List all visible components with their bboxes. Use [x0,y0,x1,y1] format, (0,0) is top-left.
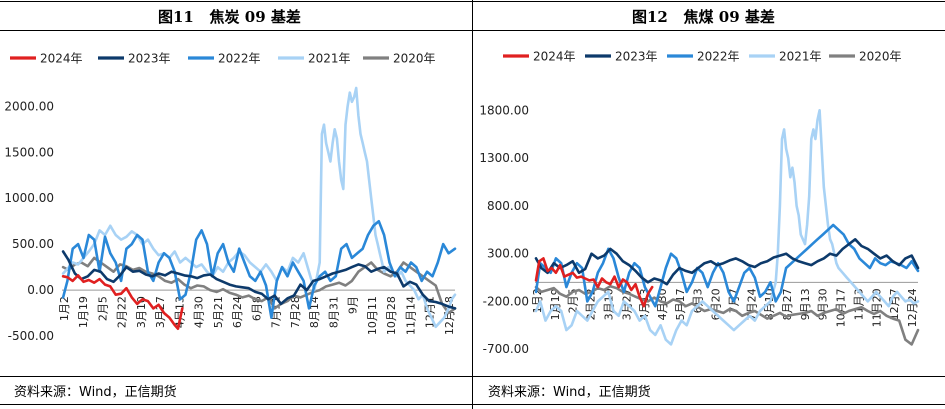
y-tick-label: -500.00 [8,329,54,343]
y-tick-label: 1300.00 [479,151,529,165]
x-tick-label: 12月24 [906,288,919,327]
y-tick-label: 1000.00 [4,191,54,205]
x-tick-label: 4月30 [193,296,206,328]
coke-basis-chart: 2024年 2023年 2022年 2021年 2020年 2000.00 1500.00 1… [4,52,457,343]
series-line-2022年 [534,223,920,308]
y-tick-label: 300.00 [487,247,529,261]
x-tick-label: 11月14 [405,296,418,335]
legend-item: 2022年 [667,50,740,64]
x-tick-label: 1月2 [58,296,71,321]
x-tick-label: 8月27 [781,288,794,320]
x-tick-label: 3月27 [154,296,167,328]
x-tick-label: 9月 [347,296,360,314]
x-tick-label: 5月21 [212,296,225,328]
series-line-2021年 [61,86,457,329]
x-tick-label: 3月10 [602,288,615,320]
figure-11-source: 资料来源：Wind，正信期货 [14,385,177,400]
y-tick-label: 500.00 [12,237,54,251]
y-tick-label: 2000.00 [4,99,54,113]
panel-divider [472,0,473,409]
x-tick-label: 2月5 [97,296,110,321]
y-tick-label: -700.00 [483,342,529,356]
legend-label: 2024年 [40,52,83,66]
legend-item: 2023年 [585,50,658,64]
legend-item: 2020年 [363,52,436,66]
legend-label: 2020年 [859,50,902,64]
series-line-2023年 [61,250,457,310]
figure-11-title: 图11 焦炭 09 基差 [158,8,301,26]
legend-item: 2020年 [829,50,902,64]
x-tick-label: 5月17 [674,288,687,320]
legend-item: 2021年 [749,50,822,64]
x-tick-label: 2月22 [116,296,129,328]
series-line-2024年 [534,257,654,308]
legend-item: 2021年 [278,52,351,66]
legend-item: 2023年 [98,52,171,66]
y-tick-label: 800.00 [487,199,529,213]
x-tick-label: 6月24 [231,296,244,328]
legend-item: 2024年 [503,50,576,64]
x-tick-label: 1月19 [77,296,90,328]
series-line-2021年 [534,109,920,346]
x-tick-label: 4月13 [174,296,187,328]
legend-label: 2023年 [128,52,171,66]
y-tick-label: -200.00 [483,294,529,308]
x-tick-label: 10月17 [835,288,848,327]
x-tick-label: 10月11 [366,296,379,335]
x-tick-label: 12月7 [888,288,901,320]
legend-item: 2022年 [188,52,261,66]
y-tick-label: 1500.00 [4,145,54,159]
x-tick-label: 9月13 [799,288,812,320]
legend-item: 2024年 [10,52,83,66]
legend-label: 2023年 [615,50,658,64]
y-tick-label: 0.00 [27,283,54,297]
x-tick-label: 6月8 [251,296,264,321]
legend-label: 2020年 [393,52,436,66]
figure-12-source: 资料来源：Wind，正信期货 [488,385,651,400]
series-line-2024年 [61,274,184,331]
legend-label: 2021年 [308,52,351,66]
y-tick-label: 1800.00 [479,103,529,117]
series-line-2023年 [534,238,920,286]
figure-12-title: 图12 焦煤 09 基差 [632,8,775,26]
x-tick-label: 1月19 [549,288,562,320]
series-line-2022年 [61,219,457,319]
legend-label: 2022年 [218,52,261,66]
x-tick-label: 10月28 [385,296,398,335]
x-tick-label: 7月28 [289,296,302,328]
coking-coal-basis-chart: 2024年 2023年 2022年 2021年 2020年 1800.00 1300.00 8… [479,50,920,356]
x-tick-label: 8月14 [308,296,321,328]
legend-label: 2024年 [533,50,576,64]
x-tick-label: 8月31 [328,296,341,328]
legend-label: 2022年 [697,50,740,64]
legend-label: 2021年 [779,50,822,64]
series-line-2020年 [534,284,920,346]
